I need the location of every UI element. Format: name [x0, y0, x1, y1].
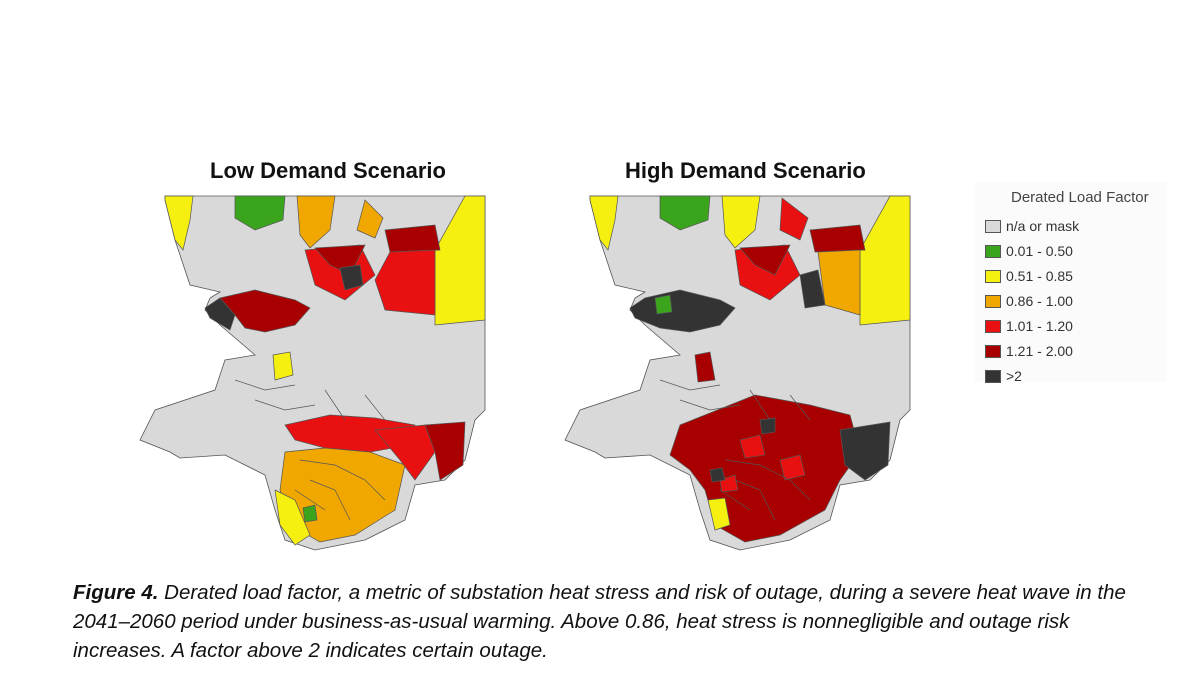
map-zone — [296, 195, 336, 249]
legend-swatch — [985, 219, 1001, 233]
map-zone — [721, 195, 761, 249]
legend-swatch — [985, 294, 1001, 308]
caption-text: Derated load factor, a metric of substat… — [73, 581, 1126, 662]
map-zone — [434, 195, 486, 326]
figure-caption: Figure 4. Derated load factor, a metric … — [73, 578, 1163, 665]
high-demand-title: High Demand Scenario — [625, 158, 866, 183]
map-zone — [234, 195, 286, 231]
map-zone — [274, 489, 311, 546]
map-zone — [809, 224, 866, 253]
legend-swatch — [985, 344, 1001, 358]
map-zone — [817, 249, 861, 316]
legend-item: 0.51 - 0.85 — [985, 266, 1073, 286]
map-zone — [374, 249, 436, 316]
legend-swatch — [985, 269, 1001, 283]
map-zone — [356, 199, 384, 239]
legend-label: 1.01 - 1.20 — [1006, 318, 1073, 334]
map-zone — [739, 244, 791, 276]
map-zone — [204, 297, 236, 331]
map-zone — [384, 224, 441, 253]
map-zone — [302, 504, 318, 523]
legend-item: 0.01 - 0.50 — [985, 241, 1073, 261]
legend-label: 0.51 - 0.85 — [1006, 268, 1073, 284]
legend-item: 0.86 - 1.00 — [985, 291, 1073, 311]
legend-item: 1.01 - 1.20 — [985, 316, 1073, 336]
low-demand-map — [139, 195, 486, 551]
map-zone — [272, 351, 294, 381]
high-zone-lines — [659, 379, 811, 521]
map-zone — [709, 417, 776, 483]
high-demand-map — [564, 195, 911, 551]
legend-label: >2 — [1006, 368, 1022, 384]
map-zone — [694, 351, 716, 383]
map-zone — [654, 294, 673, 315]
low-zone-lines — [234, 379, 386, 521]
legend-swatch — [985, 319, 1001, 333]
map-zone — [659, 195, 711, 231]
map-zone — [339, 264, 364, 291]
caption-label: Figure 4. — [73, 581, 159, 604]
map-zone — [799, 269, 826, 309]
legend-label: 0.86 - 1.00 — [1006, 293, 1073, 309]
legend-label: 0.01 - 0.50 — [1006, 243, 1073, 259]
low-demand-title: Low Demand Scenario — [210, 158, 446, 183]
legend-item: 1.21 - 2.00 — [985, 341, 1073, 361]
legend-label: 1.21 - 2.00 — [1006, 343, 1073, 359]
legend-title: Derated Load Factor — [1011, 189, 1149, 206]
map-zone — [859, 195, 911, 326]
map-zone — [707, 497, 731, 531]
low-zones — [164, 195, 486, 546]
map-zone — [164, 195, 194, 251]
legend-item: >2 — [985, 366, 1022, 386]
map-zone — [424, 421, 466, 481]
legend-swatch — [985, 244, 1001, 258]
map-zone — [719, 434, 806, 493]
legend-swatch — [985, 369, 1001, 383]
legend-item: n/a or mask — [985, 216, 1079, 236]
legend-label: n/a or mask — [1006, 218, 1080, 234]
map-zone — [839, 421, 891, 481]
map-zone — [219, 289, 311, 333]
map-zone — [589, 195, 619, 251]
map-legend: Derated Load Factor n/a or mask 0.01 - 0.… — [975, 182, 1167, 384]
high-zones — [589, 195, 911, 543]
map-zone — [779, 197, 809, 241]
map-zone — [374, 424, 436, 481]
